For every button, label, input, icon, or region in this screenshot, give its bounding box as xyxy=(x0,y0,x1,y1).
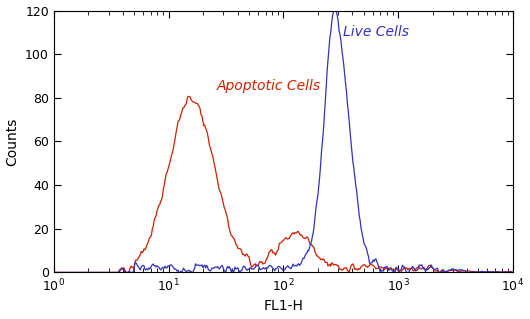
Text: Apoptotic Cells: Apoptotic Cells xyxy=(217,79,321,93)
Y-axis label: Counts: Counts xyxy=(5,117,20,166)
X-axis label: FL1-H: FL1-H xyxy=(263,300,303,314)
Text: Live Cells: Live Cells xyxy=(343,25,409,39)
